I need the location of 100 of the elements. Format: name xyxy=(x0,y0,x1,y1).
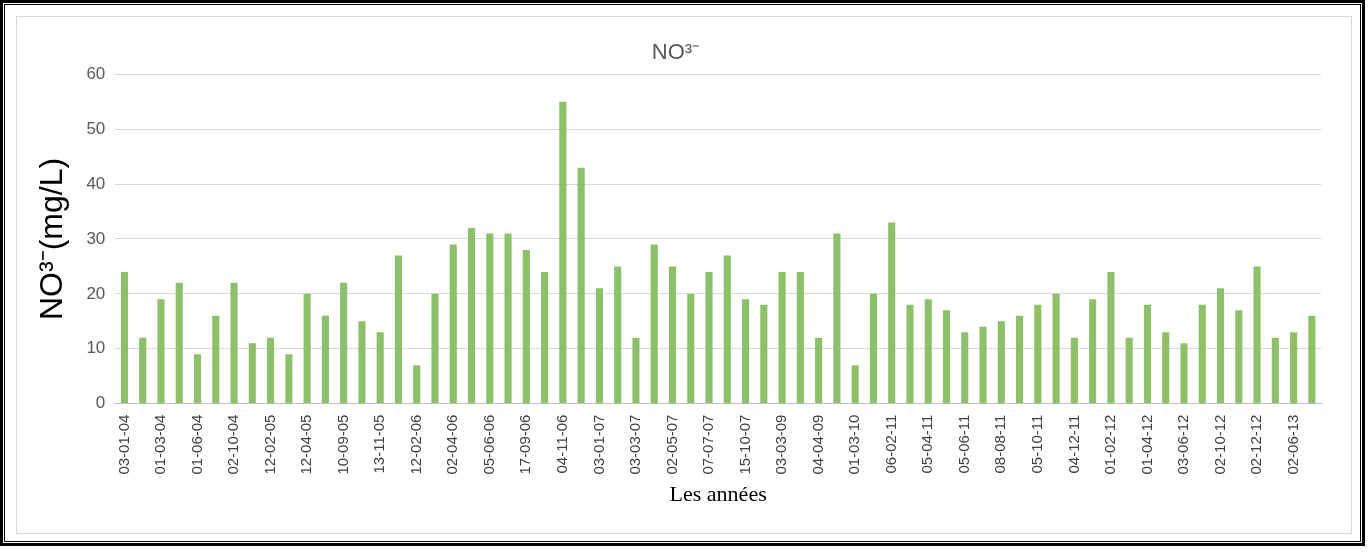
bar xyxy=(888,222,896,404)
x-tick-label: 06-02-11 xyxy=(881,414,899,474)
x-tick-label: 02-10-04 xyxy=(224,414,242,475)
x-tick-label: 01-02-12 xyxy=(1101,414,1119,475)
bar xyxy=(632,337,640,404)
bar xyxy=(1180,343,1188,404)
bar xyxy=(340,282,348,404)
bar xyxy=(687,293,695,404)
bar xyxy=(997,321,1005,404)
bar xyxy=(303,293,311,404)
x-tick-label: 01-03-04 xyxy=(151,414,169,475)
bar xyxy=(668,266,677,404)
bar xyxy=(851,365,859,404)
x-tick-label: 03-01-07 xyxy=(589,414,607,475)
bar xyxy=(577,167,585,404)
y-tick-label: 20 xyxy=(86,283,106,303)
x-tick-label: 12-02-06 xyxy=(406,414,424,475)
bar xyxy=(157,299,165,404)
bar xyxy=(358,321,366,404)
y-tick-label: 0 xyxy=(95,393,106,413)
x-tick-label: 05-10-11 xyxy=(1027,414,1045,474)
bar xyxy=(1034,304,1042,404)
bar xyxy=(230,282,238,404)
x-tick-label: 04-11-06 xyxy=(553,414,571,474)
x-tick-label: 04-12-11 xyxy=(1064,414,1082,474)
bar xyxy=(741,299,750,404)
bar xyxy=(431,293,439,404)
bar xyxy=(413,365,421,404)
bar xyxy=(833,233,841,404)
bar xyxy=(504,233,512,404)
bar xyxy=(1107,271,1115,404)
bar xyxy=(961,332,969,404)
bar xyxy=(248,343,256,404)
bar xyxy=(376,332,384,404)
x-tick-label: 05-04-11 xyxy=(918,414,936,474)
bar xyxy=(1016,315,1024,404)
bar xyxy=(705,271,713,404)
bar xyxy=(869,293,877,404)
bar xyxy=(815,337,823,404)
x-tick-label: 12-02-05 xyxy=(260,414,278,475)
x-tick-label: 05-06-11 xyxy=(954,414,972,474)
bar xyxy=(139,337,147,404)
bar xyxy=(449,244,457,404)
x-tick-label: 01-06-04 xyxy=(187,414,205,475)
bar xyxy=(267,337,275,404)
bar xyxy=(924,299,932,404)
x-tick-label: 03-06-12 xyxy=(1174,414,1192,475)
bar xyxy=(212,315,220,404)
bar xyxy=(1216,288,1225,404)
bar xyxy=(1089,299,1097,404)
y-tick-label: 50 xyxy=(86,118,106,138)
bar xyxy=(1070,337,1078,404)
bar xyxy=(193,354,202,404)
bar xyxy=(906,304,914,404)
bar xyxy=(1162,332,1170,404)
bar xyxy=(541,271,549,404)
bar xyxy=(650,244,658,404)
x-tick-label: 12-04-05 xyxy=(297,414,315,475)
x-tick-label: 04-04-09 xyxy=(808,414,826,475)
x-tick-label: 02-05-07 xyxy=(662,414,680,475)
bar xyxy=(522,249,530,404)
x-tick-label: 01-04-12 xyxy=(1137,414,1155,475)
x-tick-label: 03-03-09 xyxy=(772,414,790,475)
bar xyxy=(1308,315,1316,404)
bar xyxy=(614,266,622,404)
bar xyxy=(1253,266,1261,404)
bar xyxy=(1198,304,1206,404)
bar xyxy=(1143,304,1152,404)
x-tick-label: 08-08-11 xyxy=(991,414,1009,474)
x-tick-label: 13-11-05 xyxy=(370,414,388,474)
x-tick-label: 10-09-05 xyxy=(333,414,351,475)
y-axis-title: NO³⁻(mg/L) xyxy=(33,157,70,321)
x-tick-label: 03-01-04 xyxy=(114,414,132,475)
bar xyxy=(1271,337,1279,404)
x-tick-label: 07-07-07 xyxy=(699,414,717,475)
y-tick-label: 30 xyxy=(86,228,106,248)
bar xyxy=(723,255,731,404)
bar xyxy=(778,271,786,404)
bar xyxy=(559,101,567,404)
bar xyxy=(1235,310,1243,404)
bar xyxy=(486,233,494,404)
bar xyxy=(321,315,329,404)
bar xyxy=(1125,337,1133,404)
x-tick-label: 02-10-12 xyxy=(1210,414,1228,475)
bar xyxy=(175,282,183,404)
x-tick-label: 15-10-07 xyxy=(735,414,753,475)
bar xyxy=(1290,332,1298,404)
bar xyxy=(467,228,476,404)
bar xyxy=(595,288,603,404)
bar xyxy=(942,310,951,404)
y-tick-label: 10 xyxy=(86,338,106,358)
x-tick-label: 03-03-07 xyxy=(626,414,644,475)
bar xyxy=(285,354,293,404)
x-tick-label: 02-12-12 xyxy=(1247,414,1265,475)
bar xyxy=(979,326,987,404)
bar xyxy=(1052,293,1060,404)
y-tick-label: 40 xyxy=(86,173,106,193)
bar xyxy=(394,255,403,404)
bar xyxy=(120,271,129,404)
bar xyxy=(796,271,804,404)
